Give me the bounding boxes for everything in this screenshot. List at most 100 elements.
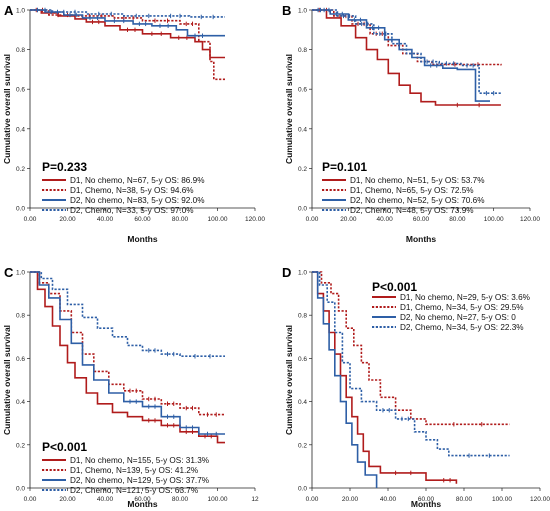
legend-entry: D2, Chemo, N=48, 5-y OS: 73.9% [350, 206, 474, 215]
legend-entry: D1, No chemo, N=67, 5-y OS: 86.9% [70, 176, 204, 185]
y-tick-label: 1.0 [298, 8, 307, 15]
panel-c: C 0.00 20.00 40.00 60.00 80.00 100.00 12 0.0 0.2 0… [2, 265, 259, 509]
y-tick-label: 0.0 [298, 206, 307, 213]
x-axis-label: Months [127, 499, 157, 509]
survival-curve-d1-no-chemo [312, 9, 501, 106]
survival-curve-d2-chemo [30, 9, 225, 18]
legend-entry: D1, Chemo, N=38, 5-y OS: 94.6% [70, 186, 194, 195]
x-tick-label: 60.00 [418, 496, 435, 503]
y-tick-label: 0.4 [16, 126, 25, 133]
survival-curve-d2-no-chemo [30, 271, 225, 435]
x-tick-label: 60.00 [413, 216, 430, 223]
y-tick-label: 0.6 [298, 356, 307, 363]
p-value-label: P<0.001 [372, 280, 417, 294]
survival-curve-d1-chemo [30, 271, 225, 416]
x-tick-label: 20.00 [59, 216, 76, 223]
panel-b: B 0.00 20.00 40.00 60.00 80.00 100.00 120.00 0.0… [282, 3, 540, 244]
x-tick-label: 20.00 [340, 216, 357, 223]
y-tick-label: 0.8 [16, 313, 25, 320]
x-tick-label: 120.00 [245, 216, 265, 223]
x-axis-label: Months [406, 234, 436, 244]
x-tick-label: 100.00 [208, 216, 228, 223]
survival-curve-d2-no-chemo [312, 271, 378, 488]
y-tick-label: 0.2 [16, 442, 25, 449]
y-tick-label: 0.2 [16, 166, 25, 173]
x-axis-label: Months [411, 499, 441, 509]
legend-entry: D2, No chemo, N=83, 5-y OS: 92.0% [70, 196, 204, 205]
x-axis-label: Months [127, 234, 157, 244]
x-tick-label: 60.00 [134, 496, 151, 503]
panel-label: A [4, 3, 14, 18]
x-tick-label: 120.00 [530, 496, 550, 503]
x-tick-label: 100.00 [208, 496, 228, 503]
y-tick-label: 0.8 [298, 47, 307, 54]
legend-entry: D1, Chemo, N=34, 5-y OS: 29.5% [400, 303, 524, 312]
x-tick-label: 40.00 [97, 496, 114, 503]
y-tick-label: 0.6 [298, 87, 307, 94]
x-tick-label: 80.00 [456, 496, 473, 503]
legend-entry: D1, No chemo, N=51, 5-y OS: 53.7% [350, 176, 484, 185]
x-tick-label: 100.00 [484, 216, 504, 223]
y-tick-label: 1.0 [16, 270, 25, 277]
legend-entry: D2, Chemo, N=33, 5-y OS: 97.0% [70, 206, 194, 215]
panel-a: A 0.00 20.00 40.00 60.00 80.00 100.00 120.00 0.0… [2, 3, 265, 244]
y-tick-label: 0.8 [16, 47, 25, 54]
y-tick-label: 0.0 [16, 206, 25, 213]
panel-d: D 0.00 20.00 40.00 60.00 80.00 100.00 120.00 0.0… [282, 265, 550, 509]
survival-curve-d2-chemo [312, 9, 501, 94]
y-tick-label: 0.6 [16, 356, 25, 363]
survival-curve-d1-no-chemo [30, 271, 225, 444]
survival-curve-d2-no-chemo [312, 9, 490, 102]
x-tick-label: 80.00 [449, 216, 466, 223]
survival-curve-d1-no-chemo [312, 271, 458, 484]
x-tick-label: 40.00 [377, 216, 394, 223]
y-tick-label: 0.2 [298, 166, 307, 173]
legend-entry: D1, No chemo, N=155, 5-y OS: 31.3% [70, 456, 209, 465]
panel-label: C [4, 265, 14, 280]
x-tick-label: 80.00 [172, 496, 189, 503]
y-tick-label: 0.4 [298, 399, 307, 406]
x-tick-label: 0.00 [24, 496, 37, 503]
legend-entry: D1, Chemo, N=65, 5-y OS: 72.5% [350, 186, 474, 195]
y-tick-label: 1.0 [16, 8, 25, 15]
legend-entry: D2, No chemo, N=129, 5-y OS: 37.7% [70, 476, 209, 485]
x-tick-label: 12 [251, 496, 259, 503]
y-tick-label: 0.8 [298, 313, 307, 320]
x-tick-label: 120.00 [520, 216, 540, 223]
y-axis-label: Cumulative overall survival [2, 54, 12, 164]
p-value-label: P=0.233 [42, 160, 87, 174]
x-tick-label: 0.00 [24, 216, 37, 223]
survival-curve-d1-chemo [312, 271, 510, 426]
y-tick-label: 0.4 [16, 399, 25, 406]
legend-entry: D2, No chemo, N=27, 5-y OS: 0 [400, 313, 516, 322]
legend-entry: D1, No chemo, N=29, 5-y OS: 3.6% [400, 293, 530, 302]
p-value-label: P=0.101 [322, 160, 367, 174]
legend-entry: D1, Chemo, N=139, 5-y OS: 41.2% [70, 466, 198, 475]
x-tick-label: 0.00 [306, 216, 319, 223]
y-tick-label: 0.4 [298, 126, 307, 133]
p-value-label: P<0.001 [42, 440, 87, 454]
y-tick-label: 0.2 [298, 442, 307, 449]
x-tick-label: 20.00 [59, 496, 76, 503]
survival-curve-d2-chemo [312, 271, 510, 457]
legend-entry: D2, No chemo, N=52, 5-y OS: 70.6% [350, 196, 484, 205]
x-tick-label: 100.00 [492, 496, 512, 503]
y-tick-label: 1.0 [298, 270, 307, 277]
survival-curve-d2-chemo [30, 271, 225, 357]
y-tick-label: 0.6 [16, 87, 25, 94]
panel-label: D [282, 265, 291, 280]
x-tick-label: 80.00 [172, 216, 189, 223]
panel-label: B [282, 3, 291, 18]
y-axis-label: Cumulative overall survival [284, 325, 294, 435]
y-tick-label: 0.0 [298, 486, 307, 493]
x-tick-label: 0.00 [306, 496, 319, 503]
legend-entry: D2, Chemo, N=34, 5-y OS: 22.3% [400, 323, 524, 332]
x-tick-label: 20.00 [342, 496, 359, 503]
y-axis-label: Cumulative overall survival [284, 54, 294, 164]
y-axis-label: Cumulative overall survival [2, 325, 12, 435]
legend-entry: D2, Chemo, N=121, 5-y OS: 63.7% [70, 486, 198, 495]
x-tick-label: 60.00 [134, 216, 151, 223]
x-tick-label: 40.00 [380, 496, 397, 503]
x-tick-label: 40.00 [97, 216, 114, 223]
